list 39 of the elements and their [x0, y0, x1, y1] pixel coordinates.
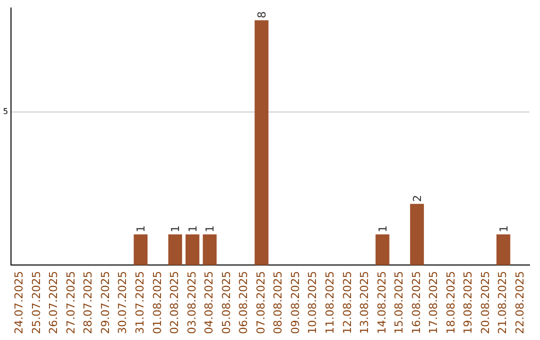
data-label: 1: [186, 225, 200, 232]
x-tick-label: 16.08.2025: [410, 271, 423, 334]
data-label: 1: [204, 225, 217, 232]
data-label: 1: [134, 225, 148, 232]
x-tick-label: 05.08.2025: [220, 271, 233, 334]
x-tick-label: 04.08.2025: [202, 271, 216, 334]
x-tick-label: 25.07.2025: [30, 271, 43, 334]
x-tick-label: 31.07.2025: [133, 271, 146, 334]
x-tick-label: 27.07.2025: [64, 271, 78, 334]
x-tick-label: 20.08.2025: [478, 271, 492, 334]
x-tick-label: 30.07.2025: [116, 271, 130, 334]
data-label: 1: [376, 225, 390, 232]
data-label: 8: [256, 11, 269, 18]
x-tick-label: 13.08.2025: [358, 271, 372, 334]
x-tick-label: 02.08.2025: [168, 271, 182, 334]
x-tick-label: 10.08.2025: [306, 271, 320, 334]
x-tick-label: 08.08.2025: [272, 271, 285, 334]
x-tick-label: 28.07.2025: [82, 271, 95, 334]
x-tick-label: 19.08.2025: [462, 271, 475, 334]
x-tick-label: 12.08.2025: [340, 271, 354, 334]
x-tick-label: 21.08.2025: [496, 271, 510, 334]
y-tick-label: 5: [2, 107, 8, 116]
data-label: 1: [497, 225, 510, 232]
x-tick-label: 07.08.2025: [254, 271, 268, 334]
x-tick-label: 03.08.2025: [185, 271, 198, 334]
x-tick-label: 01.08.2025: [150, 271, 164, 334]
x-tick-label: 17.08.2025: [427, 271, 440, 334]
data-label: 1: [169, 225, 182, 232]
x-tick-label: 09.08.2025: [288, 271, 302, 334]
x-tick-label: 15.08.2025: [392, 271, 406, 334]
x-tick-label: 06.08.2025: [237, 271, 250, 334]
x-tick-label: 26.07.2025: [47, 271, 60, 334]
x-tick-label: 22.08.2025: [513, 271, 526, 334]
x-tick-label: 18.08.2025: [444, 271, 458, 334]
x-tick-label: 24.07.2025: [12, 271, 26, 334]
x-tick-label: 11.08.2025: [323, 271, 336, 334]
x-tick-label: 14.08.2025: [375, 271, 388, 334]
data-label: 2: [410, 194, 424, 202]
x-tick-label: 29.07.2025: [98, 271, 112, 334]
